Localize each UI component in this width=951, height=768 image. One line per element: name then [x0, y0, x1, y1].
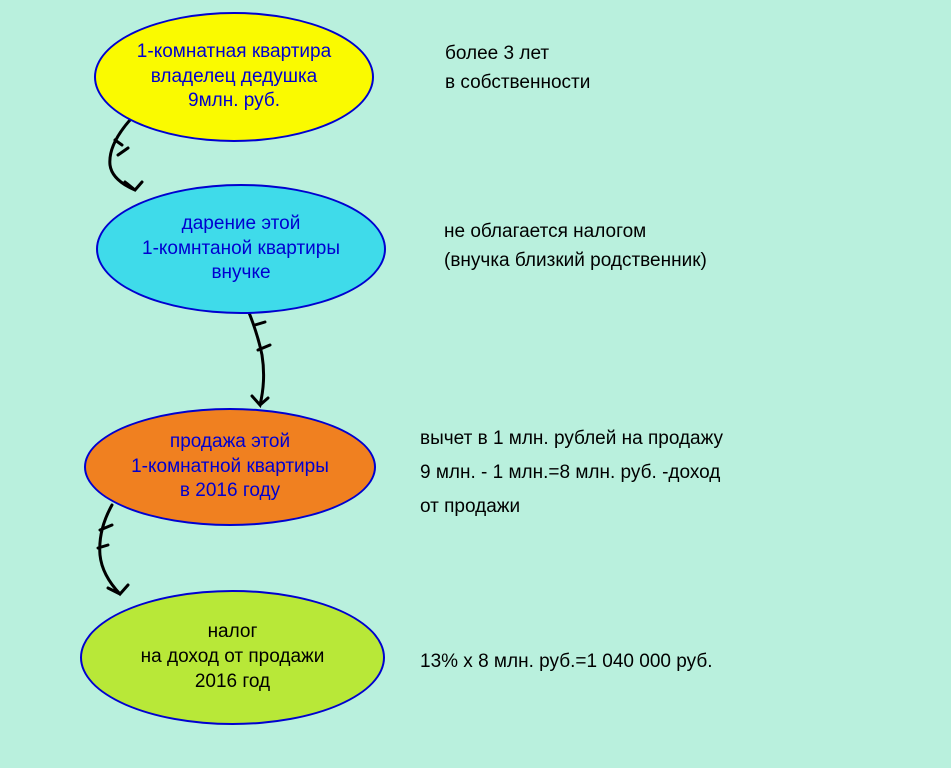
node-text-line: 1-комнатная квартира [137, 40, 331, 65]
diagram-container: 1-комнатная квартиравладелец дедушка9млн… [0, 0, 951, 768]
annotation-ann1: более 3 лет в собственности [445, 40, 590, 97]
annotation-ann3: вычет в 1 млн. рублей на продажу9 млн. -… [420, 422, 723, 525]
annotation-text-line: не облагается налогом [444, 218, 707, 247]
annotation-text-line: от продажи [420, 490, 723, 524]
node-text-line: на доход от продажи [141, 645, 325, 670]
annotation-text-line: в собственности [445, 69, 590, 98]
annotation-text-line: вычет в 1 млн. рублей на продажу [420, 422, 723, 456]
annotation-text-line: 13% х 8 млн. руб.=1 040 000 руб. [420, 648, 713, 677]
connector-arrow-conn2 [248, 310, 270, 405]
annotation-text-line: (внучка близкий родственник) [444, 247, 707, 276]
annotation-text-line: 9 млн. - 1 млн.=8 млн. руб. -доход [420, 456, 723, 490]
flowchart-node-node2: дарение этой1-комнтаной квартирывнучке [96, 184, 386, 314]
node-text-line: 1-комнатной квартиры [131, 455, 329, 480]
connector-arrow-conn3 [98, 505, 128, 594]
node-text-line: продажа этой [170, 430, 290, 455]
node-text-line: 9млн. руб. [188, 89, 280, 114]
node-text-line: налог [208, 620, 258, 645]
node-text-line: владелец дедушка [151, 65, 318, 90]
node-text-line: 1-комнтаной квартиры [142, 237, 340, 262]
annotation-text-line: более 3 лет [445, 40, 590, 69]
flowchart-node-node1: 1-комнатная квартиравладелец дедушка9млн… [94, 12, 374, 142]
node-text-line: в 2016 году [180, 479, 280, 504]
node-text-line: внучке [211, 261, 270, 286]
annotation-ann2: не облагается налогом(внучка близкий род… [444, 218, 707, 275]
flowchart-node-node4: налогна доход от продажи2016 год [80, 590, 385, 725]
annotation-ann4: 13% х 8 млн. руб.=1 040 000 руб. [420, 648, 713, 677]
node-text-line: 2016 год [195, 670, 270, 695]
flowchart-node-node3: продажа этой1-комнатной квартирыв 2016 г… [84, 408, 376, 526]
connector-arrow-conn1 [110, 120, 142, 190]
node-text-line: дарение этой [182, 212, 301, 237]
